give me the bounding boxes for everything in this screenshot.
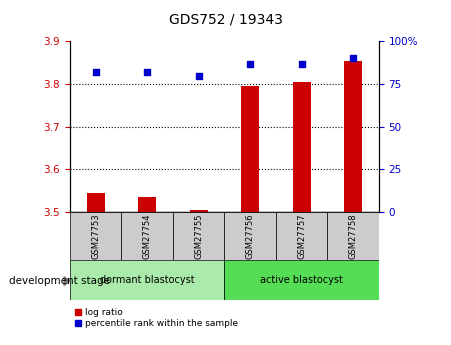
Bar bbox=[327, 212, 379, 260]
Bar bbox=[189, 210, 207, 212]
Bar bbox=[173, 212, 225, 260]
Bar bbox=[225, 212, 276, 260]
Bar bbox=[225, 260, 379, 300]
Bar bbox=[70, 212, 121, 260]
Point bbox=[195, 73, 202, 78]
Text: GSM27757: GSM27757 bbox=[297, 214, 306, 259]
Text: GSM27758: GSM27758 bbox=[349, 214, 358, 259]
Bar bbox=[241, 86, 259, 212]
Point bbox=[143, 69, 151, 75]
Text: active blastocyst: active blastocyst bbox=[260, 275, 343, 285]
Text: GSM27754: GSM27754 bbox=[143, 214, 152, 259]
Bar bbox=[70, 260, 225, 300]
Point bbox=[247, 61, 254, 66]
Bar bbox=[87, 193, 105, 212]
Bar bbox=[293, 82, 311, 212]
Point bbox=[298, 61, 305, 66]
Text: GSM27753: GSM27753 bbox=[91, 214, 100, 259]
Text: GDS752 / 19343: GDS752 / 19343 bbox=[169, 12, 282, 26]
Text: development stage: development stage bbox=[9, 276, 110, 286]
Bar bbox=[344, 61, 362, 212]
Point bbox=[92, 69, 99, 75]
Bar bbox=[138, 197, 156, 212]
Text: GSM27756: GSM27756 bbox=[246, 214, 255, 259]
Bar bbox=[121, 212, 173, 260]
Bar bbox=[276, 212, 327, 260]
Polygon shape bbox=[64, 277, 70, 286]
Legend: log ratio, percentile rank within the sample: log ratio, percentile rank within the sa… bbox=[74, 308, 239, 328]
Text: GSM27755: GSM27755 bbox=[194, 214, 203, 259]
Point bbox=[350, 56, 357, 61]
Text: dormant blastocyst: dormant blastocyst bbox=[100, 275, 194, 285]
